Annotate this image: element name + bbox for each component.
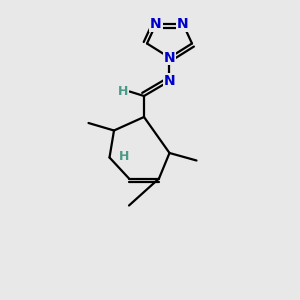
- Text: N: N: [177, 17, 189, 31]
- Text: H: H: [118, 85, 128, 98]
- Text: N: N: [164, 74, 175, 88]
- Text: N: N: [150, 17, 162, 31]
- Text: N: N: [164, 51, 175, 64]
- Text: H: H: [119, 149, 130, 163]
